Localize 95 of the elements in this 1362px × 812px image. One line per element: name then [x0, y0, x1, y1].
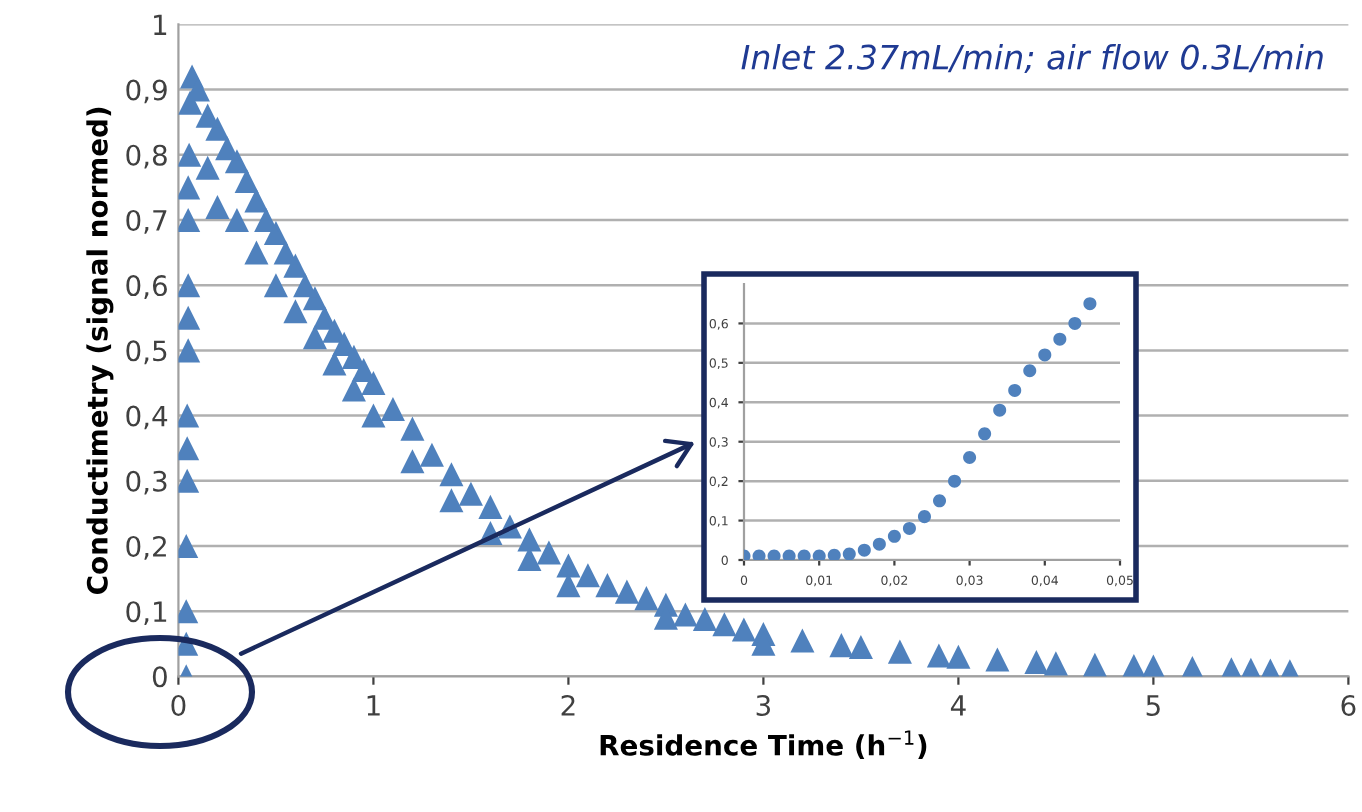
annotation: Inlet 2.37mL/min; air flow 0.3L/min [741, 43, 1323, 74]
point [1053, 332, 1067, 346]
point [673, 602, 698, 627]
point [1083, 297, 1097, 311]
point [797, 549, 811, 560]
point [178, 273, 201, 298]
point [1008, 383, 1022, 397]
y-tick-label: 0,7 [126, 209, 167, 234]
point [848, 635, 873, 660]
point [178, 436, 200, 461]
x-tick-label: 0 [171, 694, 186, 716]
point [782, 549, 796, 560]
x-tick-label: 2 [561, 694, 575, 716]
point [361, 403, 386, 428]
y-tick-label: 0 [152, 666, 167, 688]
point [887, 639, 912, 664]
point [1068, 316, 1082, 330]
point [302, 325, 327, 350]
point [575, 563, 600, 588]
point [963, 450, 977, 464]
y-tick-label: 0,8 [126, 144, 167, 169]
point [692, 606, 717, 632]
y-axis-title: Conductimetry (signal normed) [86, 107, 114, 594]
x-axis-title: Residence Time (h$^{−1}$) [600, 730, 927, 760]
point [341, 377, 366, 402]
point [517, 527, 542, 552]
x-tick-label: 3 [756, 694, 771, 716]
point [712, 612, 737, 637]
point [205, 194, 230, 219]
x-tick-label: 1 [367, 695, 380, 716]
point [595, 573, 620, 598]
point [827, 548, 841, 560]
x-tick-label: 5 [1146, 695, 1160, 716]
y-tick-label: 0,5 [126, 340, 167, 365]
point [752, 549, 766, 560]
point [812, 549, 826, 560]
y-tick-label: 0,4 [126, 405, 168, 430]
point [634, 586, 659, 611]
point [1024, 650, 1049, 675]
point [1043, 651, 1068, 676]
point [829, 633, 854, 658]
point [917, 510, 931, 524]
y-tick-label: 0,9 [126, 79, 167, 104]
y-tick-label: 0,6 [126, 275, 167, 299]
y-tick-label: 0,3 [126, 470, 167, 495]
point [731, 617, 756, 642]
point [234, 168, 259, 193]
point [178, 338, 201, 363]
point [993, 403, 1007, 417]
point [400, 449, 425, 474]
point [380, 397, 405, 422]
point [1038, 348, 1052, 362]
point [439, 462, 464, 487]
point [978, 427, 992, 441]
point [478, 494, 503, 519]
point [933, 494, 947, 508]
point [283, 299, 308, 324]
point [1082, 652, 1107, 677]
point [361, 370, 386, 396]
y-tick-label: 0,2 [126, 535, 166, 560]
point [767, 549, 781, 560]
point [224, 207, 249, 232]
point [614, 579, 639, 604]
point [178, 403, 200, 428]
point [178, 175, 201, 200]
point [178, 468, 200, 493]
point [946, 644, 971, 669]
point [872, 537, 886, 551]
point [1121, 653, 1146, 677]
point [887, 529, 901, 543]
y-tick-label: 1 [154, 14, 167, 35]
point [419, 442, 444, 467]
point [322, 351, 347, 376]
point [178, 207, 201, 232]
x-tick-label: 6 [1341, 694, 1356, 716]
point [985, 647, 1010, 672]
point [902, 521, 916, 535]
point [263, 273, 288, 298]
point [842, 547, 856, 560]
point [536, 540, 561, 565]
point [178, 305, 201, 330]
point [790, 628, 815, 653]
point [439, 488, 464, 513]
point [948, 474, 962, 488]
point [400, 416, 425, 441]
point [926, 643, 951, 668]
y-tick-label: 0,1 [126, 601, 167, 625]
point [1023, 364, 1037, 378]
point [458, 481, 483, 506]
point [178, 142, 202, 167]
point [857, 543, 871, 557]
x-tick-label: 4 [950, 695, 966, 716]
point [195, 155, 220, 180]
point [244, 240, 269, 265]
point [556, 553, 581, 578]
